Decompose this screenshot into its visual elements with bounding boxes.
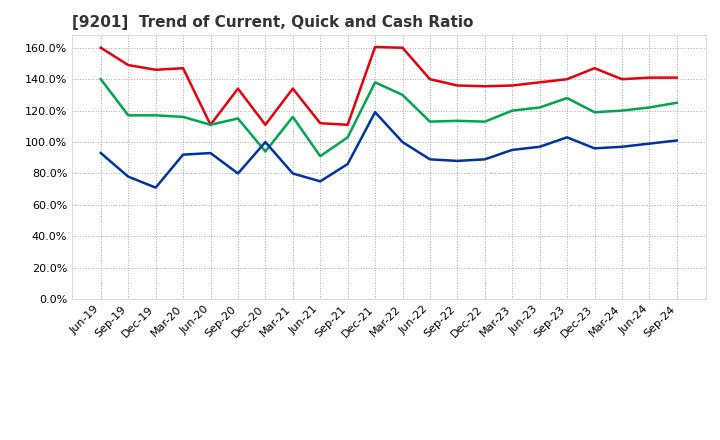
Quick Ratio [563, 95, 572, 101]
Current Ratio [124, 62, 132, 68]
Quick Ratio [96, 77, 105, 82]
Current Ratio [536, 80, 544, 85]
Quick Ratio [645, 105, 654, 110]
Cash Ratio [480, 157, 489, 162]
Cash Ratio [508, 147, 516, 153]
Cash Ratio [261, 139, 270, 145]
Cash Ratio [206, 150, 215, 156]
Quick Ratio [590, 110, 599, 115]
Current Ratio [179, 66, 187, 71]
Cash Ratio [672, 138, 681, 143]
Current Ratio [563, 77, 572, 82]
Cash Ratio [96, 150, 105, 156]
Text: [9201]  Trend of Current, Quick and Cash Ratio: [9201] Trend of Current, Quick and Cash … [72, 15, 473, 30]
Cash Ratio [151, 185, 160, 190]
Current Ratio [672, 75, 681, 80]
Current Ratio [508, 83, 516, 88]
Current Ratio [261, 122, 270, 128]
Quick Ratio [179, 114, 187, 120]
Current Ratio [645, 75, 654, 80]
Cash Ratio [289, 171, 297, 176]
Cash Ratio [536, 144, 544, 150]
Cash Ratio [233, 171, 242, 176]
Quick Ratio [289, 114, 297, 120]
Quick Ratio [233, 116, 242, 121]
Current Ratio [96, 45, 105, 51]
Current Ratio [590, 66, 599, 71]
Current Ratio [151, 67, 160, 73]
Cash Ratio [398, 139, 407, 145]
Cash Ratio [618, 144, 626, 150]
Cash Ratio [371, 110, 379, 115]
Quick Ratio [371, 80, 379, 85]
Current Ratio [316, 121, 325, 126]
Quick Ratio [453, 118, 462, 124]
Cash Ratio [124, 174, 132, 179]
Current Ratio [343, 122, 352, 128]
Cash Ratio [645, 141, 654, 146]
Cash Ratio [343, 161, 352, 167]
Current Ratio [398, 45, 407, 51]
Line: Cash Ratio: Cash Ratio [101, 112, 677, 187]
Cash Ratio [179, 152, 187, 157]
Current Ratio [618, 77, 626, 82]
Quick Ratio [398, 92, 407, 98]
Current Ratio [426, 77, 434, 82]
Quick Ratio [124, 113, 132, 118]
Current Ratio [289, 86, 297, 91]
Quick Ratio [672, 100, 681, 106]
Line: Current Ratio: Current Ratio [101, 47, 677, 125]
Quick Ratio [426, 119, 434, 124]
Cash Ratio [316, 179, 325, 184]
Quick Ratio [618, 108, 626, 113]
Quick Ratio [206, 122, 215, 128]
Cash Ratio [563, 135, 572, 140]
Current Ratio [233, 86, 242, 91]
Current Ratio [453, 83, 462, 88]
Quick Ratio [480, 119, 489, 124]
Current Ratio [206, 122, 215, 128]
Quick Ratio [151, 113, 160, 118]
Cash Ratio [426, 157, 434, 162]
Current Ratio [480, 84, 489, 89]
Quick Ratio [261, 149, 270, 154]
Cash Ratio [590, 146, 599, 151]
Quick Ratio [316, 154, 325, 159]
Quick Ratio [343, 135, 352, 140]
Quick Ratio [536, 105, 544, 110]
Line: Quick Ratio: Quick Ratio [101, 79, 677, 156]
Current Ratio [371, 44, 379, 50]
Quick Ratio [508, 108, 516, 113]
Cash Ratio [453, 158, 462, 164]
